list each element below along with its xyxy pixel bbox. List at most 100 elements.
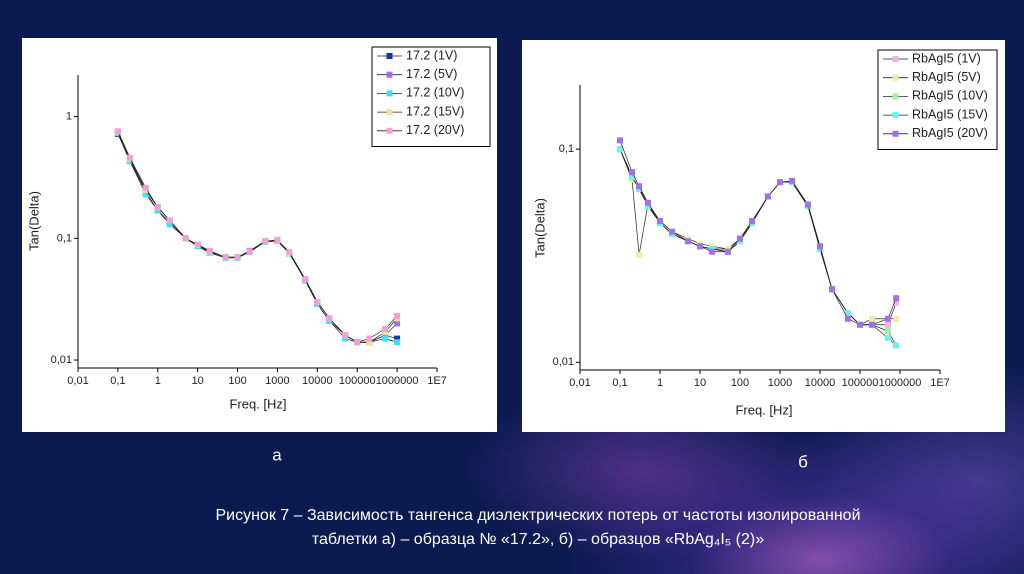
data-point — [857, 321, 863, 328]
data-point — [354, 339, 361, 346]
data-point — [893, 342, 900, 349]
data-point — [342, 332, 349, 339]
y-tick-label: 0,1 — [57, 232, 72, 244]
legend-label: RbAgI5 (20V) — [912, 126, 988, 140]
legend-marker — [892, 56, 899, 62]
data-point — [884, 328, 891, 335]
data-point — [166, 217, 173, 224]
data-point — [382, 335, 389, 342]
data-point — [893, 295, 900, 302]
legend-label: RbAgI5 (5V) — [912, 70, 981, 84]
data-point — [724, 248, 731, 255]
data-point — [182, 235, 189, 242]
data-point — [844, 310, 851, 317]
data-point — [366, 335, 373, 342]
data-point — [657, 218, 663, 225]
x-tick-label: 100000 — [842, 377, 879, 389]
data-point — [636, 183, 643, 190]
legend-label: 17.2 (10V) — [406, 86, 464, 100]
data-point — [366, 339, 373, 346]
legend-marker — [892, 74, 899, 81]
data-point — [737, 235, 743, 242]
data-point — [844, 315, 851, 322]
data-point — [286, 249, 293, 256]
y-tick-label: 1 — [66, 111, 72, 123]
legend-label: RbAgI5 (15V) — [912, 107, 988, 121]
data-point — [394, 339, 401, 346]
data-point — [206, 247, 213, 254]
data-point — [893, 299, 900, 306]
x-tick-label: 10 — [192, 375, 204, 387]
data-point — [777, 179, 783, 186]
data-point — [194, 241, 201, 248]
y-axis-label: Tan(Delta) — [532, 198, 547, 258]
x-axis-label: Freq. [Hz] — [735, 402, 792, 417]
data-point — [804, 201, 811, 208]
x-tick-label: 10000 — [805, 377, 836, 389]
legend-label: 17.2 (20V) — [406, 123, 464, 137]
data-point — [394, 335, 401, 342]
data-point — [246, 248, 253, 255]
legend-label: 17.2 (15V) — [406, 104, 464, 118]
data-point — [262, 238, 269, 245]
legend-label: 17.2 (5V) — [406, 67, 457, 81]
data-point — [142, 184, 149, 191]
x-tick-label: 0,01 — [67, 375, 88, 387]
series-line — [117, 133, 398, 343]
data-point — [829, 286, 836, 293]
data-point — [764, 193, 771, 200]
y-tick-label: 0,01 — [51, 354, 72, 366]
data-point — [789, 177, 796, 184]
data-point — [314, 298, 321, 305]
x-tick-label: 0,01 — [569, 377, 590, 389]
data-point — [114, 128, 121, 135]
data-point — [382, 325, 389, 332]
legend-label: RbAgI5 (10V) — [912, 89, 988, 103]
data-point — [382, 332, 389, 339]
legend-marker — [892, 112, 899, 119]
x-tick-label: 100 — [228, 375, 246, 387]
legend-marker — [386, 90, 393, 97]
data-point — [382, 328, 389, 335]
legend-marker — [892, 93, 899, 100]
data-point — [749, 218, 756, 225]
y-tick-label: 0,1 — [559, 143, 574, 155]
legend-label: RbAgI5 (1V) — [912, 51, 981, 65]
data-point — [166, 221, 173, 228]
x-tick-label: 1 — [155, 375, 161, 387]
data-point — [154, 207, 161, 214]
data-point — [154, 204, 161, 211]
x-axis-label: Freq. [Hz] — [229, 396, 286, 411]
data-point — [629, 169, 636, 176]
data-point — [709, 248, 716, 255]
data-point — [234, 254, 241, 261]
legend-marker — [892, 130, 899, 137]
data-point — [617, 137, 623, 144]
data-point — [669, 228, 676, 235]
y-axis-label: Tan(Delta) — [26, 191, 41, 251]
caption: Рисунок 7 – Зависимость тангенса диэлект… — [215, 507, 860, 524]
y-tick-label: 0,01 — [553, 356, 574, 368]
x-tick-label: 1E7 — [930, 377, 950, 389]
data-point — [394, 320, 401, 327]
data-point — [893, 315, 900, 322]
data-point — [326, 315, 333, 322]
x-tick-label: 1000 — [265, 375, 289, 387]
data-point — [629, 174, 636, 181]
data-point — [884, 315, 891, 322]
legend-label: 17.2 (1V) — [406, 48, 457, 62]
legend-marker — [386, 53, 393, 59]
data-point — [342, 335, 349, 342]
data-point — [884, 321, 891, 328]
x-tick-label: 1000000 — [376, 375, 419, 387]
data-point — [222, 254, 229, 261]
data-point — [684, 238, 691, 245]
x-tick-label: 0,1 — [612, 377, 627, 389]
data-point — [394, 313, 401, 320]
data-point — [644, 203, 651, 210]
legend-marker — [386, 109, 393, 116]
data-point — [884, 334, 891, 341]
data-point — [617, 146, 623, 153]
